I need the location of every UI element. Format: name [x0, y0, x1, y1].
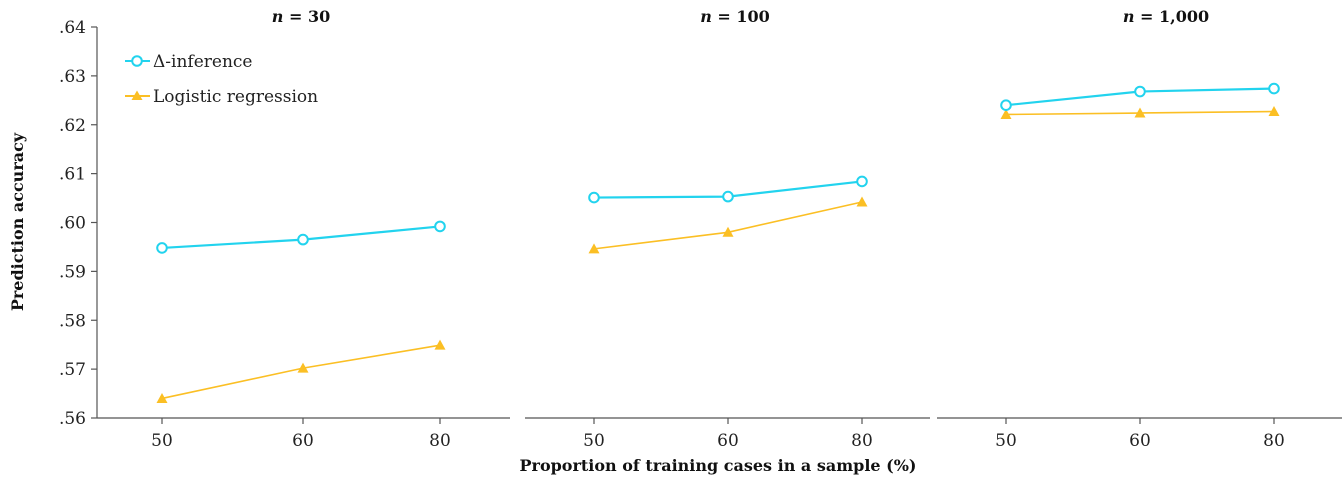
x-tick-label: 60: [1129, 431, 1151, 451]
y-tick-label: .62: [59, 116, 86, 136]
panel-title: n = 30: [272, 7, 330, 26]
data-point-logistic: [588, 243, 600, 254]
x-tick-label: 50: [995, 431, 1017, 451]
x-tick-label: 80: [1263, 431, 1285, 451]
data-point-delta: [856, 175, 868, 188]
y-tick-label: .60: [59, 214, 86, 234]
y-tick-label: .57: [59, 360, 86, 380]
data-point-logistic: [156, 392, 168, 403]
y-tick-label: .58: [59, 311, 86, 331]
y-tick-label: .63: [59, 67, 86, 87]
data-point-logistic: [434, 339, 446, 350]
y-tick-label: .59: [59, 262, 86, 282]
x-axis-title: Proportion of training cases in a sample…: [519, 456, 916, 475]
data-point-delta: [1000, 99, 1012, 111]
legend-marker-logistic: [131, 90, 143, 100]
x-tick-label: 60: [717, 431, 739, 451]
x-tick-label: 60: [292, 431, 314, 451]
data-point-logistic: [1134, 107, 1146, 118]
data-point-delta: [588, 191, 600, 204]
x-tick-label: 80: [851, 431, 873, 451]
data-point-logistic: [297, 362, 309, 373]
panel-3: 50 60 80 n = 1,000: [937, 7, 1342, 451]
x-tick-label: 50: [583, 431, 605, 451]
data-point-delta: [1134, 85, 1146, 98]
panel-1: 50 60 80 n = 30: [97, 7, 510, 451]
panel-2: 50 60 80 n = 100: [525, 7, 930, 451]
y-axis-title: Prediction accuracy: [8, 132, 27, 311]
panel-title: n = 100: [700, 7, 770, 26]
legend: Δ-inference Logistic regression: [125, 52, 318, 107]
data-point-logistic: [1000, 108, 1012, 119]
data-point-logistic: [722, 226, 734, 237]
legend-label-delta: Δ-inference: [153, 52, 252, 72]
data-point-logistic: [1268, 106, 1280, 117]
data-point-delta: [1268, 82, 1280, 95]
data-point-delta: [722, 190, 734, 203]
panel-title: n = 1,000: [1123, 7, 1209, 26]
x-tick-label: 50: [151, 431, 173, 451]
series-line-logistic: [593, 201, 863, 250]
data-point-delta: [297, 233, 309, 246]
legend-entry-delta: Δ-inference: [125, 52, 252, 72]
y-tick-label: .64: [59, 18, 86, 38]
legend-entry-logistic: Logistic regression: [125, 87, 318, 107]
panels: 50 60 80 n = 30 50 60 80 n = 100 50 60 80 n = 1,000: [97, 7, 1342, 451]
data-point-delta: [156, 242, 168, 254]
legend-label-logistic: Logistic regression: [153, 87, 318, 107]
legend-marker-delta: [131, 55, 143, 67]
y-tick-group: .64 .63 .62 .61 .60 .59 .58 .57 .56: [59, 18, 97, 429]
x-tick-label: 80: [429, 431, 451, 451]
data-point-logistic: [856, 196, 868, 207]
y-tick-label: .56: [59, 409, 86, 429]
data-point-delta: [434, 220, 446, 233]
y-tick-label: .61: [59, 165, 86, 185]
